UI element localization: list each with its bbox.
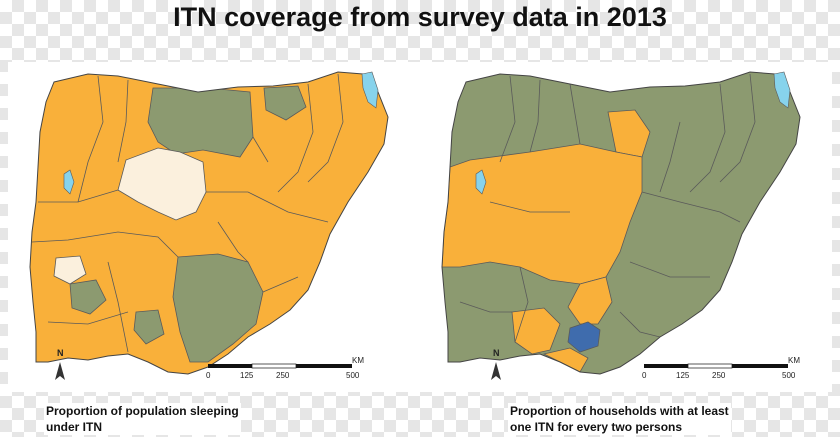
map-right: N 0 125 250 500 KM [441, 71, 801, 380]
north-arrow-icon: N [55, 348, 65, 380]
scale-unit: KM [788, 356, 800, 365]
caption-left: Proportion of population sleeping under … [44, 403, 241, 435]
scale-tick-0: 0 [642, 371, 647, 380]
caption-right-line2: one ITN for every two persons [510, 420, 683, 434]
scale-tick-500: 500 [782, 371, 796, 380]
caption-right: Proportion of households with at least o… [508, 403, 731, 435]
scale-unit: KM [352, 356, 364, 365]
scale-tick-125: 125 [676, 371, 690, 380]
north-label-right: N [493, 348, 500, 358]
scale-tick-500: 500 [346, 371, 360, 380]
page-title: ITN coverage from survey data in 2013 [173, 2, 667, 32]
north-arrow-icon: N [491, 348, 501, 380]
scale-tick-125: 125 [240, 371, 254, 380]
north-label-left: N [57, 348, 64, 358]
scale-bar: 0 125 250 500 KM [206, 356, 364, 380]
scale-tick-250: 250 [712, 371, 726, 380]
caption-right-line1: Proportion of households with at least [510, 404, 729, 418]
svg-text:N: N [493, 348, 500, 358]
scale-tick-0: 0 [206, 371, 211, 380]
map-left: N 0 125 250 500 KM [29, 71, 389, 380]
caption-left-line2: under ITN [46, 420, 102, 434]
scale-tick-250: 250 [276, 371, 290, 380]
caption-left-line1: Proportion of population sleeping [46, 404, 239, 418]
svg-text:N: N [57, 348, 64, 358]
scale-bar: 0 125 250 500 KM [642, 356, 800, 380]
